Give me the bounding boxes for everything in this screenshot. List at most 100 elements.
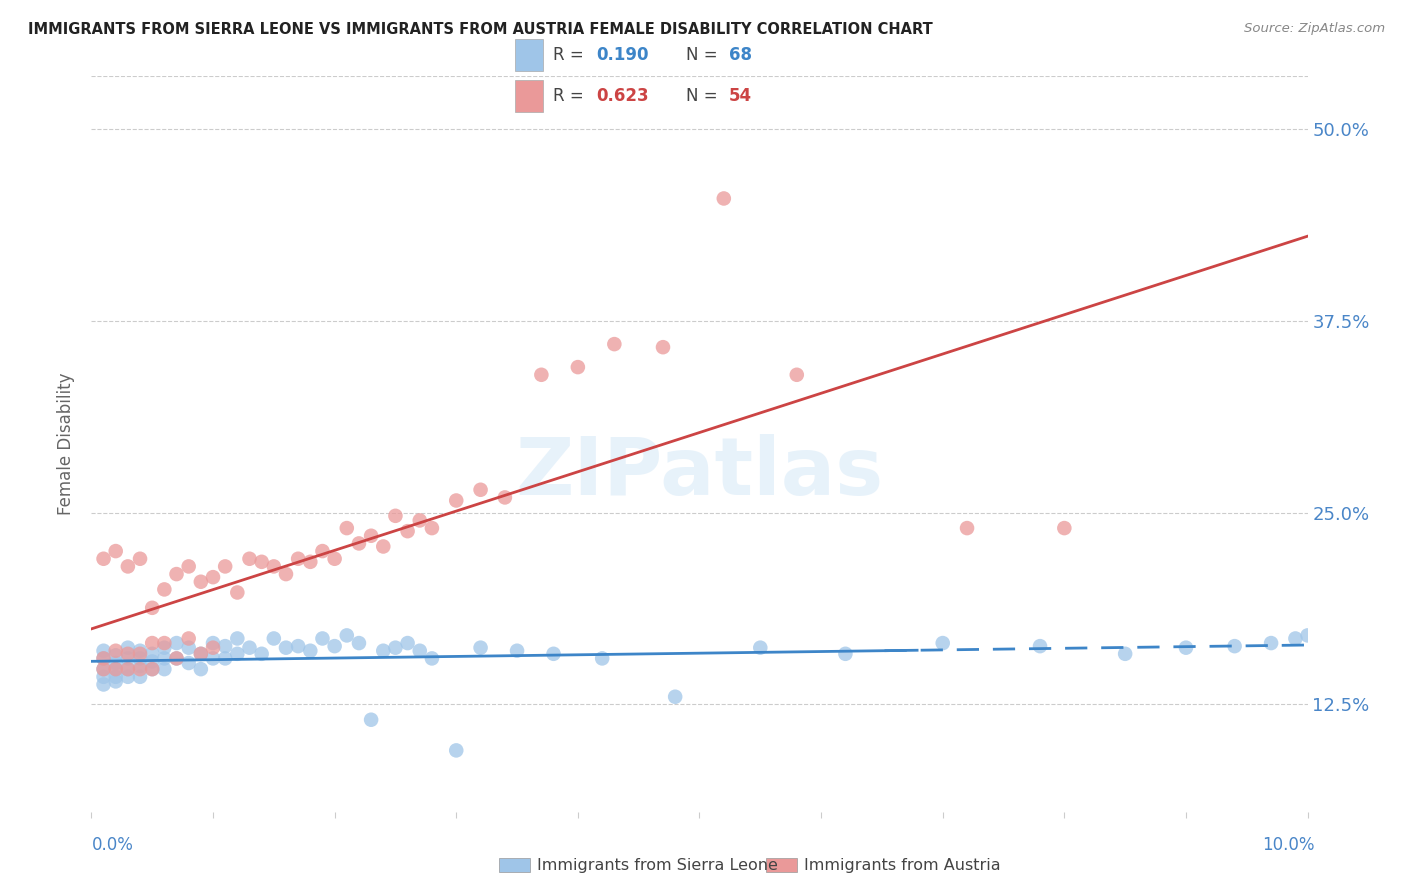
Point	[360, 713, 382, 727]
Point	[274, 567, 297, 582]
Text: ZIPatlas: ZIPatlas	[516, 434, 883, 512]
Point	[420, 651, 443, 665]
Y-axis label: Female Disability: Female Disability	[58, 373, 76, 515]
Point	[93, 551, 115, 566]
Point	[311, 632, 333, 646]
Point	[373, 644, 395, 658]
Point	[1223, 639, 1246, 653]
Point	[713, 192, 735, 206]
Text: 54: 54	[728, 87, 752, 105]
Point	[250, 555, 273, 569]
Point	[104, 648, 127, 663]
Point	[1174, 640, 1197, 655]
Point	[141, 662, 163, 676]
Point	[177, 640, 200, 655]
Point	[129, 662, 152, 676]
Point	[396, 524, 419, 538]
Point	[786, 368, 808, 382]
Point	[153, 651, 176, 665]
Text: Immigrants from Sierra Leone: Immigrants from Sierra Leone	[537, 858, 778, 872]
Point	[749, 640, 772, 655]
Text: 0.623: 0.623	[596, 87, 648, 105]
Point	[226, 632, 249, 646]
Point	[129, 670, 152, 684]
Point	[166, 651, 188, 665]
Point	[129, 551, 152, 566]
Point	[141, 662, 163, 676]
Point	[177, 632, 200, 646]
Point	[567, 360, 589, 375]
Point	[93, 670, 115, 684]
Point	[652, 340, 675, 354]
Point	[591, 651, 613, 665]
Point	[1053, 521, 1076, 535]
Point	[336, 628, 359, 642]
Point	[129, 651, 152, 665]
Point	[93, 662, 115, 676]
Point	[104, 662, 127, 676]
Text: 10.0%: 10.0%	[1263, 836, 1315, 854]
Point	[93, 651, 115, 665]
Point	[202, 570, 225, 584]
Point	[141, 655, 163, 669]
Point	[299, 644, 322, 658]
Point	[347, 536, 370, 550]
Text: 0.0%: 0.0%	[91, 836, 134, 854]
Point	[104, 544, 127, 558]
Point	[202, 640, 225, 655]
Point	[238, 551, 260, 566]
Text: 0.190: 0.190	[596, 46, 648, 64]
Point	[323, 551, 346, 566]
Point	[214, 651, 236, 665]
Text: Immigrants from Austria: Immigrants from Austria	[804, 858, 1001, 872]
FancyBboxPatch shape	[516, 39, 543, 71]
Point	[93, 662, 115, 676]
Point	[336, 521, 359, 535]
Point	[1114, 647, 1136, 661]
Point	[494, 491, 516, 505]
Point	[1284, 632, 1306, 646]
Point	[129, 644, 152, 658]
Point	[104, 662, 127, 676]
Point	[956, 521, 979, 535]
Point	[931, 636, 953, 650]
Point	[117, 670, 139, 684]
Point	[141, 600, 163, 615]
Point	[214, 559, 236, 574]
Point	[104, 674, 127, 689]
Point	[396, 636, 419, 650]
Point	[153, 636, 176, 650]
Point	[117, 640, 139, 655]
Point	[166, 567, 188, 582]
Point	[238, 640, 260, 655]
Point	[190, 662, 212, 676]
Point	[177, 559, 200, 574]
Point	[226, 585, 249, 599]
Point	[190, 647, 212, 661]
Point	[470, 640, 492, 655]
Text: N =: N =	[686, 46, 723, 64]
Point	[202, 651, 225, 665]
FancyBboxPatch shape	[516, 79, 543, 112]
Point	[93, 644, 115, 658]
Point	[506, 644, 529, 658]
Point	[1296, 628, 1319, 642]
Point	[444, 493, 467, 508]
Point	[444, 743, 467, 757]
Point	[263, 559, 285, 574]
Point	[299, 555, 322, 569]
Point	[834, 647, 856, 661]
Point	[347, 636, 370, 650]
Point	[250, 647, 273, 661]
Text: R =: R =	[553, 87, 589, 105]
Point	[274, 640, 297, 655]
Point	[384, 508, 406, 523]
Point	[202, 636, 225, 650]
Point	[129, 647, 152, 661]
Point	[153, 640, 176, 655]
Point	[1029, 639, 1052, 653]
Point	[360, 529, 382, 543]
Point	[323, 639, 346, 653]
Point	[117, 662, 139, 676]
Point	[287, 639, 309, 653]
